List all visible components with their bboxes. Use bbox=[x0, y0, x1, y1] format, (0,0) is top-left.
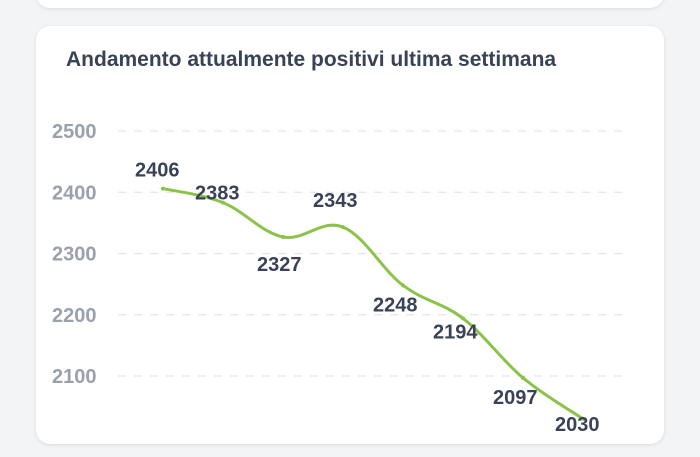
data-label: 2327 bbox=[257, 254, 302, 276]
previous-card bbox=[36, 0, 664, 8]
y-tick-label: 2100 bbox=[52, 366, 97, 388]
data-point bbox=[461, 316, 465, 321]
y-tick-label: 2500 bbox=[52, 121, 97, 143]
data-label: 2406 bbox=[135, 160, 180, 182]
chart-title: Andamento attualmente positivi ultima se… bbox=[66, 48, 557, 71]
data-label: 2030 bbox=[555, 414, 600, 436]
data-labels: 2406 2383 2327 2343 2248 2194 2097 2030 bbox=[135, 160, 600, 436]
y-tick-label: 2200 bbox=[52, 305, 97, 327]
data-point bbox=[341, 225, 345, 230]
data-point bbox=[581, 416, 585, 421]
series bbox=[161, 186, 585, 421]
data-point bbox=[221, 200, 225, 205]
data-label: 2097 bbox=[493, 387, 538, 409]
data-label: 2343 bbox=[313, 190, 358, 212]
y-axis-ticks: 2500 2400 2300 2200 2100 bbox=[52, 121, 97, 388]
data-point bbox=[401, 283, 405, 288]
data-label: 2383 bbox=[195, 183, 240, 205]
y-tick-label: 2300 bbox=[52, 244, 97, 266]
data-label: 2194 bbox=[433, 321, 478, 343]
data-point bbox=[161, 186, 165, 191]
data-point bbox=[281, 234, 285, 239]
y-tick-label: 2400 bbox=[52, 182, 97, 204]
grid-lines bbox=[118, 130, 622, 377]
chart-card: Andamento attualmente positivi ultima se… bbox=[36, 26, 664, 444]
series-line bbox=[161, 187, 585, 421]
data-point bbox=[521, 375, 525, 380]
data-label: 2248 bbox=[373, 294, 418, 316]
